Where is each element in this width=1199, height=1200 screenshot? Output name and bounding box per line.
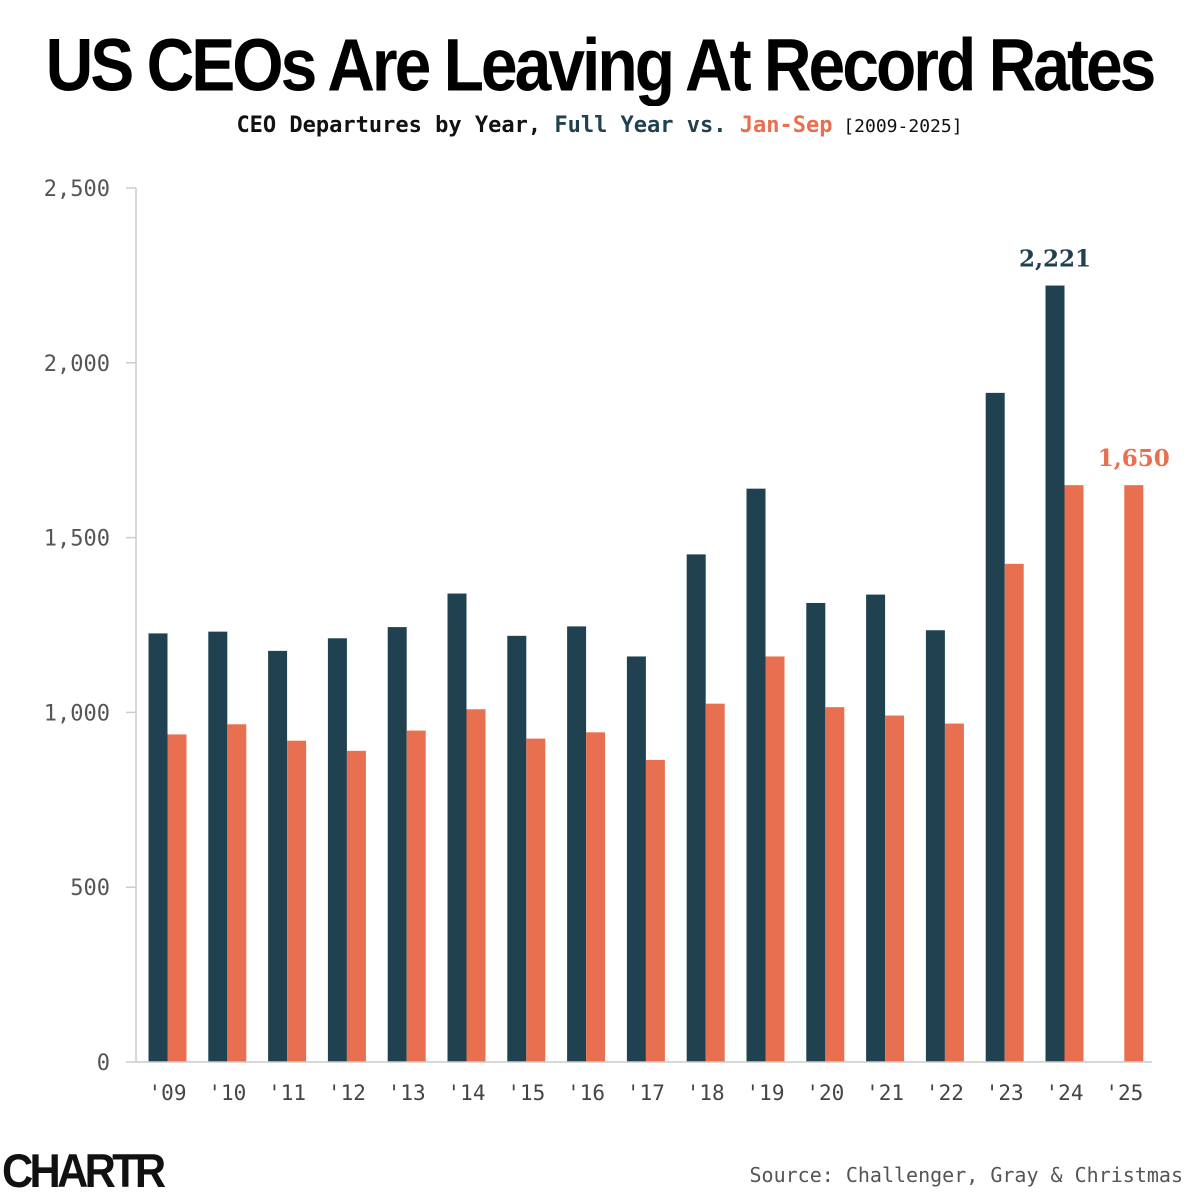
bar-jan-sep	[944, 723, 964, 1062]
bar-jan-sep	[705, 703, 725, 1062]
y-tick-label: 500	[70, 876, 110, 901]
data-label: 2,221	[1019, 246, 1091, 273]
x-tick-label: '16	[567, 1081, 605, 1105]
bar-jan-sep	[167, 734, 187, 1062]
bar-full-year	[746, 488, 766, 1062]
bar-full-year	[447, 593, 467, 1062]
bar-jan-sep	[825, 707, 845, 1062]
subtitle-range: [2009-2025]	[832, 116, 963, 137]
bar-full-year	[806, 602, 826, 1062]
legend-full-year: Full Year	[554, 113, 674, 138]
bar-full-year	[626, 656, 646, 1062]
y-tick-label: 2,000	[44, 352, 110, 377]
bar-jan-sep	[586, 732, 606, 1062]
bar-full-year	[1045, 285, 1065, 1062]
bar-jan-sep	[346, 750, 366, 1062]
bar-jan-sep	[1124, 485, 1144, 1062]
bar-jan-sep	[765, 656, 785, 1062]
x-tick-label: '13	[388, 1081, 426, 1105]
bar-full-year	[507, 635, 527, 1062]
x-tick-label: '14	[448, 1081, 486, 1105]
x-tick-label: '24	[1046, 1081, 1084, 1105]
x-tick-label: '17	[627, 1081, 665, 1105]
x-tick-label: '15	[507, 1081, 545, 1105]
bar-full-year	[387, 627, 407, 1062]
x-tick-label: '21	[866, 1081, 904, 1105]
subtitle-vs: vs.	[673, 113, 740, 138]
chart-subtitle: CEO Departures by Year, Full Year vs. Ja…	[0, 113, 1199, 138]
chart-title: US CEOs Are Leaving At Record Rates	[45, 23, 1157, 106]
y-tick-label: 1,500	[44, 527, 110, 552]
x-tick-label: '22	[926, 1081, 964, 1105]
bar-jan-sep	[466, 709, 486, 1062]
bar-jan-sep	[287, 740, 307, 1062]
bar-jan-sep	[645, 759, 665, 1062]
subtitle-prefix: CEO Departures by Year,	[236, 113, 555, 138]
x-tick-label: '11	[268, 1081, 306, 1105]
x-tick-label: '18	[687, 1081, 725, 1105]
bar-full-year	[567, 626, 587, 1062]
bar-jan-sep	[1004, 563, 1024, 1062]
bar-jan-sep	[885, 715, 905, 1062]
bar-jan-sep	[526, 738, 546, 1062]
legend-jan-sep: Jan-Sep	[739, 113, 833, 138]
bar-jan-sep	[227, 724, 247, 1062]
source-note: Source: Challenger, Gray & Christmas	[749, 1163, 1183, 1187]
bar-full-year	[686, 554, 706, 1062]
x-tick-label: '23	[986, 1081, 1024, 1105]
x-tick-label: '10	[208, 1081, 246, 1105]
y-tick-label: 1,000	[44, 701, 110, 726]
bar-full-year	[327, 638, 347, 1062]
bar-full-year	[985, 392, 1005, 1062]
x-tick-label: '20	[806, 1081, 844, 1105]
bar-jan-sep	[406, 730, 426, 1062]
chartr-logo: CHARTR	[2, 1144, 166, 1197]
bar-full-year	[866, 594, 886, 1062]
x-tick-label: '09	[149, 1081, 187, 1105]
bar-full-year	[925, 630, 945, 1062]
x-tick-label: '19	[747, 1081, 785, 1105]
bar-full-year	[148, 633, 168, 1062]
bar-full-year	[208, 631, 228, 1062]
y-tick-label: 0	[97, 1051, 110, 1076]
bar-full-year	[268, 650, 288, 1062]
data-label: 1,650	[1098, 445, 1170, 472]
bar-jan-sep	[1064, 485, 1084, 1062]
y-tick-label: 2,500	[44, 177, 110, 202]
x-tick-label: '12	[328, 1081, 366, 1105]
x-tick-label: '25	[1105, 1081, 1143, 1105]
